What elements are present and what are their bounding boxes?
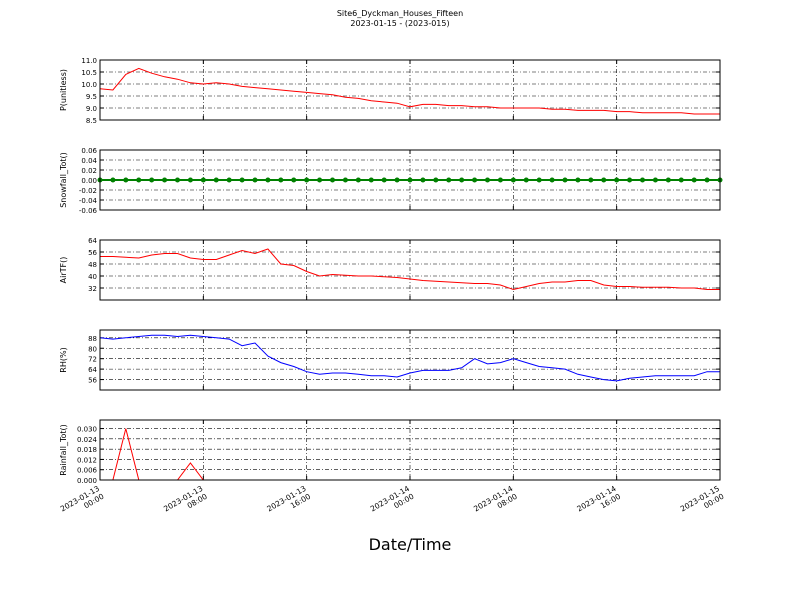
data-point — [575, 177, 581, 183]
data-point — [265, 177, 271, 183]
data-point — [355, 177, 361, 183]
data-point — [368, 177, 374, 183]
y-tick-label: 64 — [88, 366, 97, 374]
data-point — [497, 177, 503, 183]
data-point — [446, 177, 452, 183]
data-point — [614, 177, 620, 183]
data-point — [252, 177, 258, 183]
axes-frame — [99, 239, 721, 301]
y-tick-label: 64 — [88, 237, 97, 245]
data-point — [304, 177, 310, 183]
y-tick-label: 56 — [88, 377, 97, 385]
y-tick-label: 11.0 — [81, 57, 97, 65]
y-tick-label: -0.04 — [79, 197, 98, 205]
y-axis-label: P(unitless) — [59, 69, 68, 111]
data-point — [187, 177, 193, 183]
chart-subtitle: 2023-01-15 - (2023-015) — [350, 19, 449, 28]
y-tick-label: 56 — [88, 249, 97, 257]
y-tick-label: 0.030 — [77, 426, 97, 434]
axes-frame — [99, 419, 721, 481]
data-line — [99, 67, 720, 115]
y-tick-label: 0.006 — [77, 467, 98, 475]
data-point — [665, 177, 671, 183]
axes-frame — [99, 329, 721, 391]
y-tick-label: 9.5 — [86, 93, 97, 101]
y-tick-label: 0.000 — [77, 477, 97, 485]
data-point — [536, 177, 542, 183]
data-point — [149, 177, 155, 183]
y-axis-label: Rainfall_Tot() — [59, 424, 68, 476]
y-tick-label: 0.02 — [81, 167, 97, 175]
data-point — [136, 177, 142, 183]
y-tick-label: 40 — [88, 273, 97, 281]
y-tick-label: 9.0 — [86, 105, 97, 113]
data-point — [691, 177, 697, 183]
data-line — [100, 248, 720, 291]
y-axis-label: RH(%) — [59, 347, 68, 372]
data-point — [200, 177, 206, 183]
y-tick-label: -0.02 — [79, 187, 97, 195]
data-point — [562, 177, 568, 183]
y-tick-label: 72 — [88, 356, 97, 364]
y-tick-label: 0.04 — [81, 157, 97, 165]
y-tick-label: 10.5 — [81, 69, 97, 77]
data-point — [510, 177, 516, 183]
y-tick-label: -0.06 — [79, 207, 98, 215]
data-point — [640, 177, 645, 183]
data-point — [239, 177, 245, 183]
y-tick-label: 48 — [88, 261, 97, 269]
y-tick-label: 88 — [88, 335, 97, 343]
data-point — [175, 177, 180, 183]
data-point — [485, 177, 490, 183]
data-point — [433, 177, 439, 183]
chart-title: Site6_Dyckman_Houses_Fifteen — [337, 9, 463, 18]
data-point — [420, 177, 426, 183]
data-point — [601, 177, 607, 183]
data-point — [162, 177, 168, 183]
data-point — [459, 177, 465, 183]
axes-frame — [99, 59, 721, 121]
data-point — [523, 177, 529, 183]
data-point — [652, 177, 658, 183]
y-axis-label: AirTF() — [59, 257, 68, 284]
data-point — [110, 177, 116, 183]
data-point — [472, 177, 478, 183]
data-point — [213, 177, 219, 183]
y-tick-label: 0.018 — [77, 446, 97, 454]
data-point — [549, 177, 555, 183]
data-point — [317, 177, 323, 183]
data-point — [342, 177, 348, 183]
data-point — [330, 177, 335, 183]
data-point — [407, 177, 413, 183]
data-point — [278, 177, 284, 183]
y-tick-label: 0.06 — [81, 147, 97, 155]
data-point — [588, 177, 594, 183]
data-point — [394, 177, 400, 183]
y-tick-label: 0.00 — [81, 177, 97, 185]
y-axis-label: Snowfall_Tot() — [59, 152, 68, 208]
data-point — [381, 177, 387, 183]
x-axis-label: Date/Time — [369, 535, 452, 554]
y-tick-label: 32 — [88, 285, 97, 293]
y-tick-label: 10.0 — [81, 81, 97, 89]
data-point — [627, 177, 633, 183]
y-tick-label: 80 — [88, 345, 97, 353]
data-point — [291, 177, 297, 183]
data-point — [704, 177, 710, 183]
axes-frame — [99, 149, 721, 211]
data-line — [99, 334, 720, 382]
data-point — [226, 177, 232, 183]
y-tick-label: 8.5 — [86, 117, 97, 125]
data-point — [123, 177, 129, 183]
y-tick-label: 0.012 — [77, 456, 97, 464]
data-point — [678, 177, 684, 183]
y-tick-label: 0.024 — [77, 436, 98, 444]
